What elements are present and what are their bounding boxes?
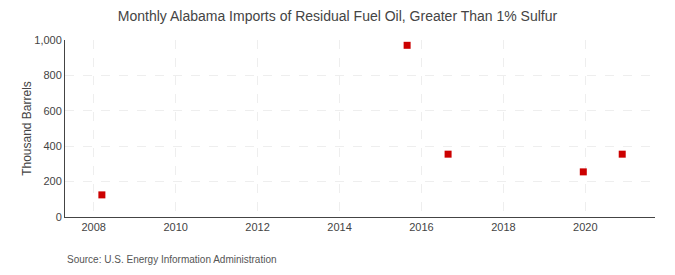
svg-text:0: 0 [56,211,62,223]
svg-text:600: 600 [43,105,61,117]
svg-text:2014: 2014 [327,221,351,233]
svg-text:2016: 2016 [409,221,433,233]
svg-text:1,000: 1,000 [34,34,62,46]
svg-text:2010: 2010 [163,221,187,233]
svg-text:200: 200 [43,175,61,187]
svg-text:800: 800 [43,69,61,81]
svg-text:2012: 2012 [245,221,269,233]
svg-text:2018: 2018 [491,221,515,233]
svg-text:2008: 2008 [81,221,105,233]
svg-text:Source: U.S. Energy Informatio: Source: U.S. Energy Information Administ… [67,254,277,265]
svg-text:Monthly Alabama Imports of Res: Monthly Alabama Imports of Residual Fuel… [118,8,558,24]
svg-text:400: 400 [43,140,61,152]
svg-text:2020: 2020 [573,221,597,233]
svg-text:Thousand Barrels: Thousand Barrels [20,81,34,176]
